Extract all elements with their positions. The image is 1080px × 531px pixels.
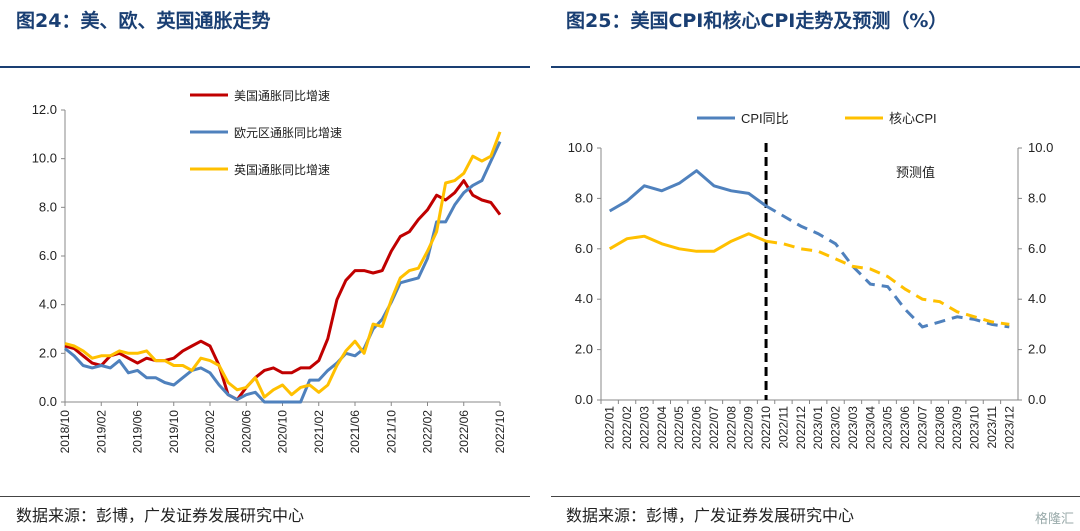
right-y-tick-label-right: 4.0 [1028,291,1046,306]
right-x-tick-label: 2023/01 [811,406,825,450]
left-series-line-0 [64,179,502,402]
left-chart-title: 图24：美、欧、英国通胀走势 [16,10,271,32]
right-x-tick-label: 2023/06 [898,406,912,450]
right-x-tick-label: 2022/04 [655,406,669,450]
right-x-tick-label: 2022/02 [620,406,634,450]
left-chart: 0.0 2.0 4.0 6.0 8.0 10.0 12.0 2018/10 2019/02 201… [32,89,507,454]
right-legend-label-0: CPI同比 [741,111,789,126]
right-y-tick-label-left: 8.0 [575,190,593,205]
right-y-tick-label-left: 2.0 [575,342,593,357]
right-y-tick-label-right: 6.0 [1028,241,1046,256]
right-x-tick-label: 2023/05 [881,406,895,450]
left-y-tick-label: 2.0 [39,345,57,360]
right-y-tick-label-right: 8.0 [1028,190,1046,205]
left-x-tick-label: 2021/06 [348,410,362,454]
right-x-tick-label: 2023/04 [863,406,877,450]
left-y-tick-label: 6.0 [39,248,57,263]
forecast-label: 预测值 [896,165,935,180]
right-x-tick-label: 2022/06 [690,406,704,450]
left-x-tick-label: 2022/02 [421,410,435,454]
left-x-tick-label: 2022/10 [493,410,507,454]
left-x-tick-label: 2021/10 [384,410,398,454]
right-y-tick-label-right: 2.0 [1028,342,1046,357]
right-series-actual-0 [608,169,767,213]
left-x-tick-label: 2019/06 [131,410,145,454]
right-x-tick-label: 2022/09 [742,406,756,450]
right-x-tick-label: 2023/09 [950,406,964,450]
left-source: 数据来源：彭博，广发证券发展研究中心 [16,506,305,525]
right-y-tick-label-left: 10.0 [568,140,593,155]
right-x-tick-label: 2023/11 [985,406,999,449]
right-series-forecast-0 [765,204,1010,329]
right-y-tick-label-left: 6.0 [575,241,593,256]
right-legend-label-1: 核心CPI [889,111,937,126]
right-x-tick-label: 2022/10 [759,406,773,450]
right-source: 数据来源：彭博，广发证券发展研究中心 [566,506,855,525]
right-y-tick-label-left: 0.0 [575,392,593,407]
left-x-tick-label: 2020/02 [203,410,217,454]
left-series-line-1 [64,140,502,404]
left-x-tick-label: 2021/02 [312,410,326,454]
right-x-tick-label: 2022/05 [672,406,686,450]
left-legend-label-2: 英国通胀同比增速 [234,163,330,177]
left-y-tick-label: 8.0 [39,199,57,214]
left-source-rule [0,496,530,497]
left-legend-label-0: 美国通胀同比增速 [234,89,330,103]
right-y-tick-label-right: 10.0 [1028,140,1053,155]
left-series-line-2 [64,131,502,399]
right-x-tick-label: 2023/12 [1002,406,1016,450]
left-y-tick-label: 10.0 [32,151,57,166]
left-x-tick-label: 2022/06 [457,410,471,454]
right-x-tick-label: 2022/07 [707,406,721,450]
right-chart-title: 图25：美国CPI和核心CPI走势及预测（%） [566,10,948,32]
left-title-rule [0,66,530,68]
left-y-tick-label: 12.0 [32,102,57,117]
right-series-actual-1 [608,232,767,253]
right-x-tick-label: 2023/10 [968,406,982,450]
left-y-tick-label: 4.0 [39,297,57,312]
right-series-forecast-1 [765,239,1010,326]
right-x-tick-label: 2022/12 [794,406,808,450]
left-x-tick-label: 2020/10 [276,410,290,454]
right-y-tick-label-left: 4.0 [575,291,593,306]
right-x-tick-label: 2022/03 [637,406,651,450]
right-source-rule [551,496,1080,497]
left-x-tick-label: 2019/02 [94,410,108,454]
right-chart: 0.0 0.0 2.0 2.0 4.0 4.0 6.0 6.0 8.0 8.0 10.0 10.0 20… [568,111,1054,450]
left-y-tick-label: 0.0 [39,394,57,409]
right-x-tick-label: 2022/08 [724,406,738,450]
right-y-tick-label-right: 0.0 [1028,392,1046,407]
right-x-tick-label: 2022/01 [603,406,617,450]
right-x-tick-label: 2023/07 [915,406,929,450]
watermark-logo: 格隆汇 [1034,512,1074,527]
right-x-tick-label: 2022/11 [776,406,790,449]
right-x-tick-label: 2023/03 [846,406,860,450]
left-x-tick-label: 2019/10 [167,410,181,454]
right-x-tick-label: 2023/02 [829,406,843,450]
left-legend-label-1: 欧元区通胀同比增速 [234,126,342,140]
right-title-rule [551,66,1080,68]
right-x-tick-label: 2023/08 [933,406,947,450]
left-x-tick-label: 2020/06 [239,410,253,454]
left-x-tick-label: 2018/10 [58,410,72,454]
